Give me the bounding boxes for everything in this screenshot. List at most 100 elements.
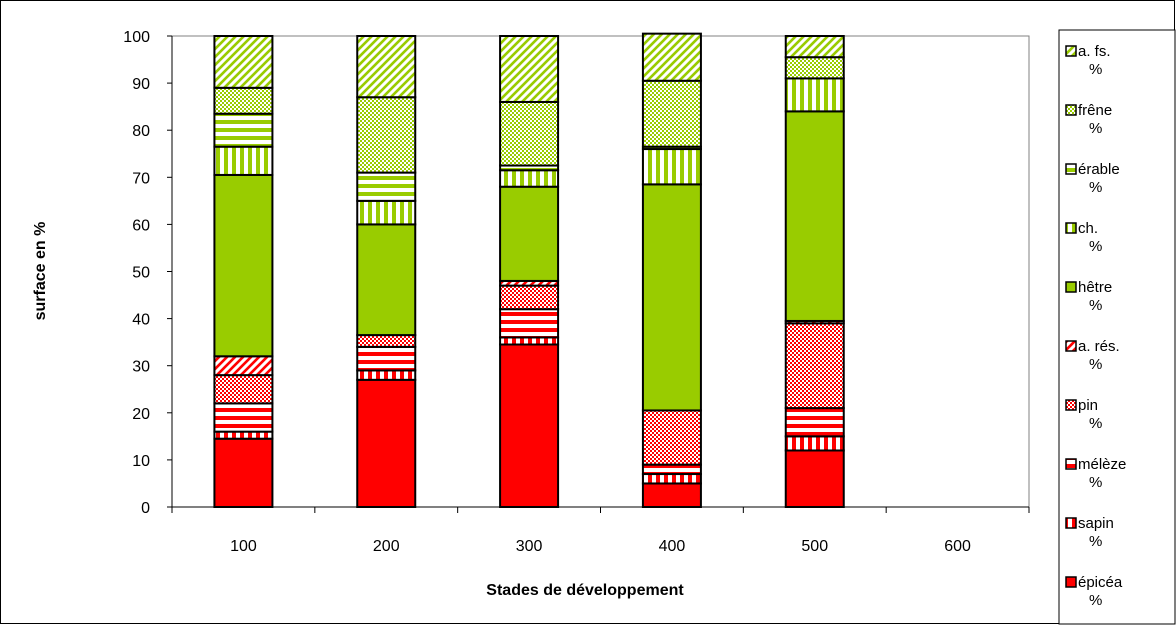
legend: a. fs.%frêne%érable%ch.%hêtre%a. rés.%pi… (1065, 43, 1126, 609)
bars-layer (213, 32, 845, 509)
y-tick-label: 0 (141, 500, 150, 517)
bar-segment (641, 463, 702, 476)
bar-segment (641, 79, 702, 148)
legend-swatch (1065, 340, 1077, 352)
legend-box (1058, 29, 1176, 625)
bar-segment (356, 223, 417, 337)
legend-item: sapin% (1065, 515, 1114, 550)
legend-label: pin (1078, 397, 1098, 414)
y-tick-label: 60 (132, 217, 150, 234)
bar-segment (356, 334, 417, 348)
y-tick-label: 80 (132, 123, 150, 140)
bar-segment (641, 183, 702, 412)
legend-unit: % (1089, 592, 1102, 609)
bar-segment (213, 430, 274, 440)
bar-segment (356, 345, 417, 372)
y-tick-label: 10 (132, 453, 150, 470)
legend-swatch (1065, 281, 1077, 293)
legend-unit: % (1089, 415, 1102, 432)
legend-item: épicéa% (1065, 574, 1123, 609)
x-axis-title: Stades de développement (486, 582, 684, 599)
bar-segment (213, 173, 274, 358)
bar-segment (356, 96, 417, 174)
legend-item: frêne% (1065, 102, 1112, 137)
legend-unit: % (1089, 120, 1102, 137)
x-ticks-layer: 100 200 300 400 500 600 (171, 507, 1030, 555)
bar-segment (499, 308, 560, 339)
legend-unit: % (1089, 297, 1102, 314)
bar-segment (356, 369, 417, 381)
y-tick-label: 50 (132, 265, 150, 282)
bar-segment (784, 322, 845, 410)
bar-segment (213, 355, 274, 377)
bar-segment (356, 171, 417, 202)
legend-label: frêne (1078, 102, 1112, 119)
legend-item: a. fs.% (1065, 43, 1111, 78)
bar-segment (499, 336, 560, 346)
bar-segment (213, 112, 274, 148)
x-tick-label: 300 (516, 538, 543, 555)
y-ticks-layer: 0 10 20 30 40 50 60 70 80 90 100 (123, 29, 172, 517)
legend-item: pin% (1065, 397, 1102, 432)
legend-item: ch.% (1065, 220, 1102, 255)
bar-segment (784, 35, 845, 59)
bar-segment (784, 449, 845, 509)
legend-swatch (1065, 458, 1077, 470)
x-tick-label: 400 (659, 538, 686, 555)
legend-swatch (1065, 222, 1077, 234)
legend-unit: % (1089, 61, 1102, 78)
x-tick-label: 500 (801, 538, 828, 555)
legend-unit: % (1089, 179, 1102, 196)
legend-label: a. fs. (1078, 43, 1111, 60)
legend-label: sapin (1078, 515, 1114, 532)
bar-segment (213, 402, 274, 433)
legend-label: hêtre (1078, 279, 1112, 296)
legend-item: a. rés.% (1065, 338, 1120, 373)
bar-segment (641, 473, 702, 485)
y-tick-label: 90 (132, 76, 150, 93)
x-tick-label: 200 (373, 538, 400, 555)
y-axis-title: surface en % (32, 222, 49, 321)
bar-segment (784, 110, 845, 322)
legend-label: ch. (1078, 220, 1098, 237)
y-tick-label: 20 (132, 406, 150, 423)
legend-swatch (1065, 45, 1077, 57)
y-tick-label: 70 (132, 170, 150, 187)
legend-unit: % (1089, 356, 1102, 373)
bar-segment (499, 284, 560, 311)
legend-unit: % (1089, 533, 1102, 550)
bar-segment (213, 35, 274, 89)
legend-label: épicéa (1078, 574, 1123, 591)
bar-segment (641, 409, 702, 466)
legend-item: mélèze% (1065, 456, 1126, 491)
bar-segment (641, 32, 702, 82)
bar-segment (499, 35, 560, 103)
bar-segment (784, 56, 845, 80)
legend-swatch (1065, 104, 1077, 116)
legend-swatch (1065, 576, 1077, 588)
bar-segment (499, 343, 560, 508)
bar-segment (213, 374, 274, 405)
legend-item: érable% (1065, 161, 1120, 196)
bar-segment (784, 77, 845, 113)
bar-segment (356, 35, 417, 99)
bar-segment (784, 435, 845, 452)
bar-segment (356, 199, 417, 226)
bar-segment (499, 185, 560, 282)
bar-segment (641, 148, 702, 186)
bar-segment (213, 145, 274, 176)
legend-swatch (1065, 399, 1077, 411)
plot-area (171, 35, 1030, 508)
legend-item: hêtre% (1065, 279, 1112, 314)
bar-segment (356, 378, 417, 508)
x-tick-label: 100 (230, 538, 257, 555)
bar-segment (213, 86, 274, 115)
y-tick-label: 40 (132, 312, 150, 329)
bar-segment (784, 407, 845, 438)
x-tick-label: 600 (944, 538, 971, 555)
legend-swatch (1065, 163, 1077, 175)
y-tick-label: 30 (132, 359, 150, 376)
bar-segment (499, 100, 560, 167)
bar-segment (641, 482, 702, 509)
